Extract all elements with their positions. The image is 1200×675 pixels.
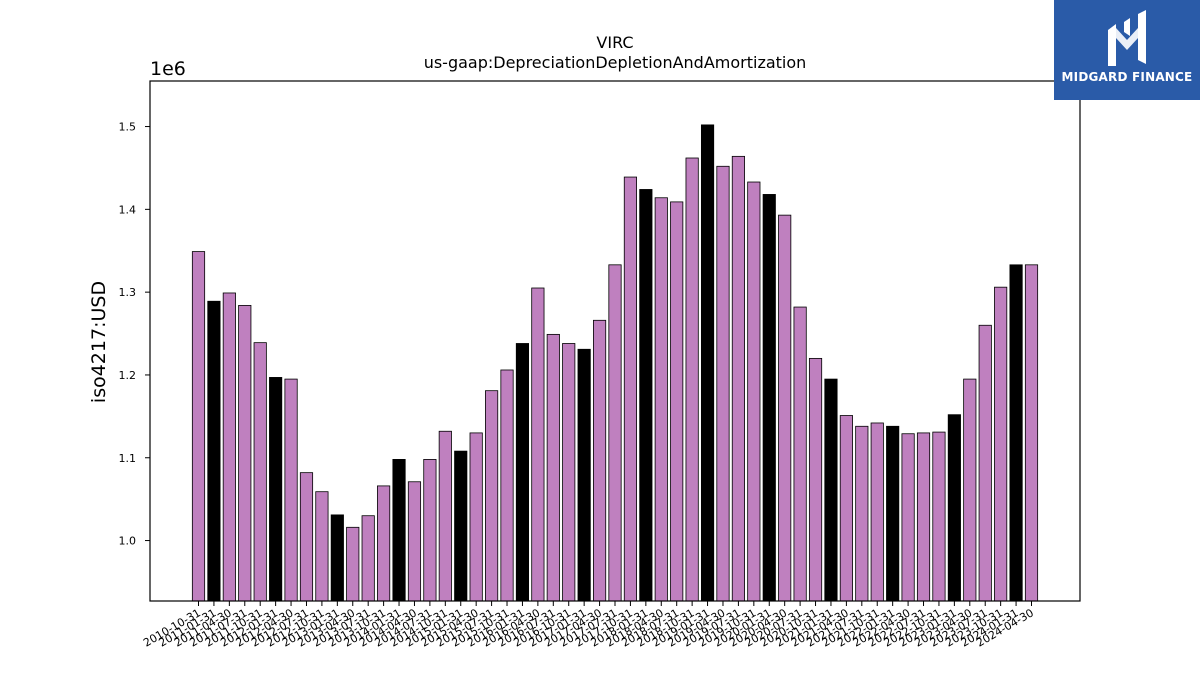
bar-2019-10-31 (747, 181, 761, 602)
bar-2021-07-31 (855, 425, 869, 602)
bar-2013-04-30 (346, 526, 360, 602)
brand-logo: MIDGARD FINANCE (1054, 0, 1200, 100)
bar-2014-04-30 (407, 481, 422, 602)
bar-2018-01-31 (639, 189, 653, 602)
bar-2011-01-31 (207, 300, 221, 602)
y-tick-label: 1.1 (119, 452, 137, 465)
chart-title: VIRC (596, 33, 633, 52)
bar-2017-10-31 (623, 176, 637, 602)
bar-2011-04-30 (222, 292, 236, 602)
bar-2021-01-31 (824, 378, 838, 602)
bars-group (191, 124, 1039, 602)
bar-2023-10-31 (994, 286, 1008, 602)
midgard-logo-icon (1108, 10, 1146, 66)
chart-subtitle: us-gaap:DepreciationDepletionAndAmortiza… (424, 53, 807, 72)
bar-2012-10-31 (315, 491, 329, 602)
bar-2012-01-31 (269, 377, 283, 602)
y-tick-label: 1.5 (119, 121, 137, 134)
bar-2013-01-31 (330, 514, 344, 602)
y-tick-label: 1.4 (119, 203, 137, 216)
bar-2010-10-31 (191, 251, 206, 602)
bar-2022-01-31 (886, 425, 900, 602)
bar-2011-07-31 (238, 304, 252, 602)
bar-2016-07-31 (546, 333, 560, 602)
y-axis-ticks: 1.0 1.1 1.2 1.3 1.4 1.5 (119, 121, 150, 548)
plot-frame (149, 80, 1081, 602)
bar-2018-07-31 (670, 201, 684, 602)
bar-2017-01-31 (577, 348, 591, 602)
y-axis-offset-text: 1e6 (150, 58, 186, 80)
bar-2012-07-31 (299, 472, 314, 602)
bar-2012-04-30 (284, 378, 298, 602)
bar-2019-07-31 (731, 155, 745, 602)
bar-2020-04-30 (778, 214, 792, 602)
bar-2023-01-31 (947, 414, 961, 602)
y-tick-label: 1.2 (119, 369, 137, 382)
bar-2014-07-31 (423, 459, 437, 602)
bar-2016-10-31 (562, 343, 576, 602)
x-axis-ticks: 2010-10-312011-01-312011-04-302011-07-31… (141, 601, 1036, 650)
bar-2018-04-30 (654, 197, 668, 602)
bar-2015-01-31 (454, 450, 468, 602)
bar-2015-07-31 (485, 390, 499, 602)
bar-2017-04-30 (593, 319, 607, 602)
bar-2021-10-31 (870, 422, 884, 602)
bar-2013-07-31 (361, 515, 375, 602)
bar-2015-10-31 (500, 369, 514, 602)
bar-2014-10-31 (438, 430, 452, 602)
y-tick-label: 1.0 (119, 535, 137, 548)
y-tick-label: 1.3 (119, 286, 137, 299)
bar-2019-04-30 (716, 165, 730, 602)
bar-2019-01-31 (700, 124, 715, 602)
bar-2024-01-31 (1009, 264, 1023, 602)
bar-2022-07-31 (916, 432, 931, 602)
bar-2023-07-31 (978, 324, 992, 602)
bar-2018-10-31 (685, 157, 699, 602)
bar-2011-10-31 (253, 342, 267, 602)
bar-2017-07-31 (608, 264, 622, 602)
bar-2016-01-31 (515, 343, 530, 602)
bar-2020-07-31 (793, 306, 807, 602)
y-axis-label: iso4217:USD (88, 281, 110, 403)
bar-2014-01-31 (392, 459, 406, 602)
bar-2022-04-30 (901, 433, 915, 602)
bar-2013-10-31 (377, 485, 391, 602)
bar-2023-04-30 (963, 378, 977, 602)
bar-2024-04-30 (1024, 264, 1039, 602)
bar-2015-04-30 (469, 432, 483, 602)
bar-2020-10-31 (808, 357, 823, 602)
bar-2022-10-31 (932, 431, 946, 602)
brand-name: MIDGARD FINANCE (1061, 70, 1193, 84)
bar-2016-04-30 (531, 287, 545, 602)
bar-2021-04-30 (839, 415, 853, 602)
bar-2020-01-31 (762, 194, 776, 602)
